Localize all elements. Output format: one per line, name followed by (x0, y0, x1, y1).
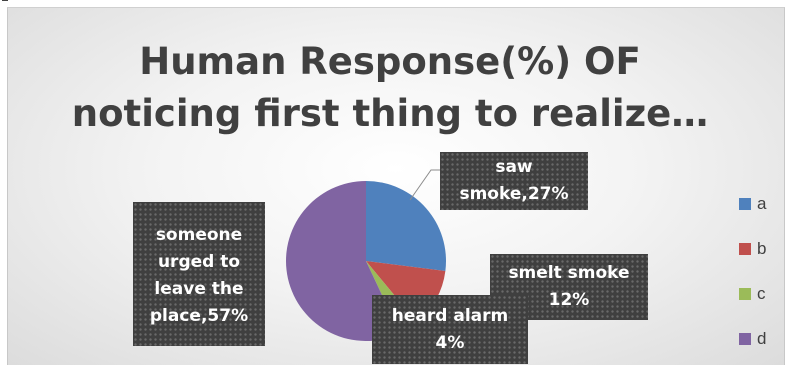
legend-swatch (739, 287, 751, 300)
label-line: urged to (157, 252, 241, 272)
data-label-saw-smoke: saw smoke,27% (440, 152, 588, 210)
leader-line-saw-smoke (409, 169, 440, 201)
legend-label: d (757, 328, 767, 348)
label-line: smelt smoke (508, 263, 630, 283)
chart-title: Human Response(%) OF noticing first thin… (71, 40, 709, 135)
legend-item-b: b (739, 226, 789, 271)
label-line: leave the (154, 279, 244, 299)
pie-slice-d (286, 181, 401, 341)
legend-item-d: d (739, 316, 789, 361)
legend-swatch (739, 242, 751, 255)
legend-swatch (739, 197, 751, 210)
pie-slice-a (366, 181, 447, 272)
corner-marker (2, 0, 8, 1)
label-line: 4% (435, 332, 465, 353)
label-line: someone (155, 225, 243, 245)
label-line: heard alarm (391, 305, 509, 326)
label-line: smoke,27% (459, 184, 569, 204)
legend-item-c: c (739, 271, 789, 316)
label-line: 12% (548, 290, 590, 310)
legend: a b c d (739, 181, 789, 361)
legend-label: b (757, 238, 767, 258)
legend-swatch (739, 332, 751, 345)
label-line: saw (495, 157, 533, 177)
legend-label: a (757, 193, 767, 213)
legend-label: c (757, 283, 766, 303)
label-line: place,57% (149, 306, 249, 326)
legend-item-a: a (739, 181, 789, 226)
data-label-someone-urged: someone urged to leave the place,57% (133, 202, 265, 346)
data-label-heard-alarm: heard alarm 4% (372, 295, 528, 364)
